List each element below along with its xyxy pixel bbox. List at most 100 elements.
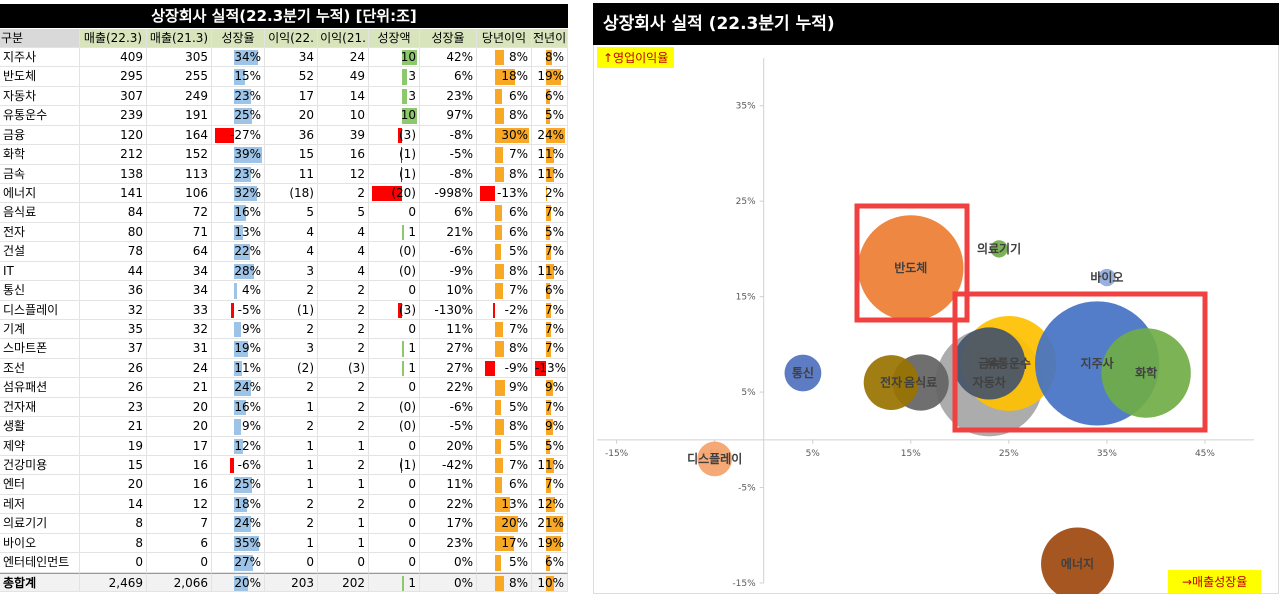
table-cell: 3 bbox=[265, 261, 318, 282]
cell-text: 2 bbox=[306, 380, 314, 395]
table-cell: -130% bbox=[420, 300, 477, 320]
cell-text: -5% bbox=[449, 147, 473, 162]
table-cell: 9% bbox=[532, 378, 568, 398]
cell-text: 1 bbox=[306, 438, 314, 453]
table-cell: 6% bbox=[532, 86, 568, 107]
table-cell: 39% bbox=[212, 145, 265, 165]
table-cell: 음식료 bbox=[0, 203, 80, 223]
cell-text: 3 bbox=[408, 88, 416, 103]
table-cell: 2 bbox=[318, 184, 369, 204]
table-cell: 유통운수 bbox=[0, 106, 80, 126]
cell-text: 39% bbox=[234, 147, 261, 162]
table-cell: 23% bbox=[420, 533, 477, 554]
table-cell: 1 bbox=[318, 436, 369, 457]
table-cell: 203 bbox=[265, 572, 318, 593]
table-cell: 27% bbox=[212, 553, 265, 573]
table-cell: 총합계 bbox=[0, 572, 80, 593]
table-cell: 21% bbox=[532, 514, 568, 534]
cell-text: 32 bbox=[127, 302, 143, 317]
cell-text: 2,469 bbox=[108, 575, 143, 590]
cell-text: (18) bbox=[289, 186, 314, 200]
table-cell: 4 bbox=[318, 242, 369, 262]
table-cell: 36 bbox=[80, 281, 147, 301]
table-cell: 24% bbox=[212, 378, 265, 398]
table-cell: 1 bbox=[265, 436, 318, 457]
table-cell: 19% bbox=[532, 67, 568, 87]
table-cell: 0% bbox=[420, 572, 477, 593]
table-cell: 6% bbox=[532, 553, 568, 573]
header-cell: 성장율 bbox=[420, 29, 477, 48]
table-cell: 0 bbox=[318, 553, 369, 573]
table-cell: 건설 bbox=[0, 242, 80, 262]
table-cell: 20 bbox=[80, 475, 147, 495]
bubble bbox=[1101, 328, 1191, 418]
table-title: 상장회사 실적(22.3분기 누적) [단위:조] bbox=[0, 4, 568, 28]
cell-text: (1) bbox=[297, 302, 314, 317]
data-bar bbox=[494, 555, 501, 571]
cell-text: 2 bbox=[306, 496, 314, 511]
table-cell: 71 bbox=[147, 222, 212, 243]
cell-text: 2 bbox=[306, 283, 314, 298]
cell-text: 84 bbox=[127, 205, 143, 220]
data-bar bbox=[402, 50, 417, 66]
cell-text: 19 bbox=[127, 438, 143, 453]
table-cell: 24 bbox=[318, 48, 369, 68]
table-cell: 1 bbox=[265, 533, 318, 554]
table-cell: 11% bbox=[420, 475, 477, 495]
cell-text: 7 bbox=[200, 516, 208, 531]
table-cell: 239 bbox=[80, 106, 147, 126]
table-cell: 자동차 bbox=[0, 86, 80, 107]
table-cell: 지주사 bbox=[0, 48, 80, 68]
cell-text: 2 bbox=[357, 419, 365, 434]
table-cell: -5% bbox=[212, 300, 265, 320]
table-cell: 0 bbox=[369, 281, 420, 301]
data-bar bbox=[400, 147, 402, 163]
cell-text: 164 bbox=[185, 127, 208, 142]
bubble-label: 반도체 bbox=[894, 260, 927, 275]
cell-text: 1 bbox=[408, 575, 416, 590]
data-bar bbox=[234, 496, 248, 513]
table-cell: 31 bbox=[147, 339, 212, 359]
table-cell: 16 bbox=[318, 145, 369, 165]
cell-text: 3 bbox=[306, 263, 314, 278]
data-bar bbox=[545, 244, 552, 260]
y-tick-label: 15% bbox=[736, 293, 756, 303]
data-bar bbox=[535, 360, 546, 377]
table-cell: 24 bbox=[147, 358, 212, 379]
data-bar bbox=[229, 458, 235, 474]
cell-text: 1 bbox=[306, 477, 314, 492]
table-cell: 20% bbox=[212, 572, 265, 593]
highlight-box bbox=[952, 291, 1208, 433]
x-tick-label: 15% bbox=[901, 449, 921, 459]
cell-text: 10% bbox=[446, 283, 473, 298]
table-cell: 120 bbox=[80, 125, 147, 146]
table-cell: 1 bbox=[369, 572, 420, 593]
cell-text: 6% bbox=[453, 205, 473, 220]
table-cell: 8% bbox=[532, 48, 568, 68]
table-cell: 0 bbox=[147, 553, 212, 573]
cell-text: (1) bbox=[399, 166, 416, 181]
cell-text: 28% bbox=[234, 263, 261, 278]
table-cell: -42% bbox=[420, 456, 477, 476]
table-cell: 11% bbox=[532, 145, 568, 165]
table-cell: 디스플레이 bbox=[0, 300, 80, 320]
table-cell: 17 bbox=[265, 86, 318, 107]
cell-text: 23% bbox=[446, 535, 473, 550]
cell-text: 26 bbox=[127, 380, 143, 395]
cell-text: 1 bbox=[306, 535, 314, 550]
table-cell: 26 bbox=[80, 358, 147, 379]
cell-text: 금융 bbox=[3, 127, 26, 142]
data-bar bbox=[234, 147, 262, 163]
table-cell: 의료기기 bbox=[0, 514, 80, 534]
cell-text: (2) bbox=[297, 360, 314, 375]
cell-text: 10 bbox=[400, 108, 416, 123]
cell-text: 음식료 bbox=[3, 205, 37, 220]
cell-text: 20 bbox=[192, 419, 208, 434]
cell-text: (0) bbox=[399, 263, 416, 278]
table-cell: 22% bbox=[420, 378, 477, 398]
table-cell: 5% bbox=[477, 242, 532, 262]
header-cell: 매출(22.3) bbox=[80, 29, 147, 48]
cell-text: IT bbox=[3, 263, 14, 278]
cell-text: 35 bbox=[127, 322, 143, 337]
table-cell: 0 bbox=[369, 494, 420, 515]
